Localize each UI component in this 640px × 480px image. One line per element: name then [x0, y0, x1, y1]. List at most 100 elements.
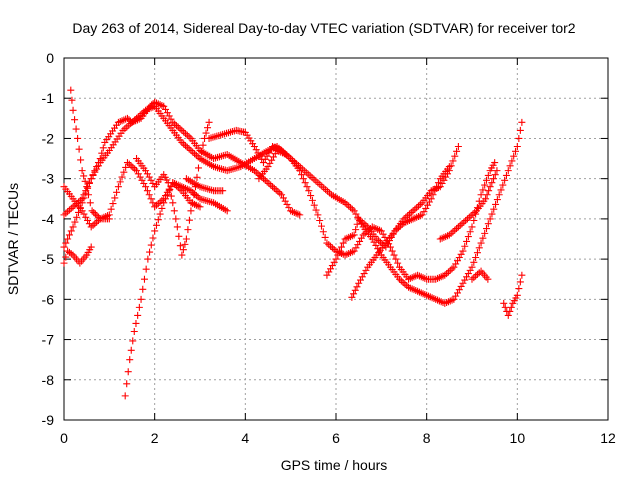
- data-point: [490, 205, 498, 213]
- data-point: [323, 239, 331, 247]
- data-point: [399, 278, 407, 286]
- data-point: [84, 184, 92, 192]
- data-point: [458, 220, 466, 228]
- data-point: [194, 164, 202, 172]
- data-point: [405, 210, 413, 218]
- data-point: [415, 202, 423, 210]
- data-point: [263, 178, 271, 186]
- data-point: [362, 266, 370, 274]
- data-point: [305, 187, 313, 195]
- data-point: [60, 259, 68, 267]
- data-point: [65, 206, 73, 214]
- data-point: [513, 142, 521, 150]
- data-point: [259, 159, 267, 167]
- data-point: [495, 191, 503, 199]
- data-point: [136, 173, 144, 181]
- data-point: [501, 303, 509, 311]
- data-point: [409, 207, 417, 215]
- data-point: [413, 204, 421, 212]
- data-point: [506, 307, 514, 315]
- data-point: [166, 185, 174, 193]
- data-point: [126, 356, 134, 364]
- data-point: [490, 175, 498, 183]
- data-point: [147, 195, 155, 203]
- data-point: [481, 229, 489, 237]
- data-point: [93, 212, 101, 220]
- data-point: [87, 223, 95, 231]
- data-point: [455, 286, 463, 294]
- data-point: [431, 187, 439, 195]
- data-point: [452, 260, 460, 268]
- data-point: [328, 262, 336, 270]
- data-point: [328, 244, 336, 252]
- data-point: [282, 151, 290, 159]
- data-point: [276, 189, 284, 197]
- data-point: [187, 207, 195, 215]
- data-point: [479, 234, 487, 242]
- data-point: [120, 168, 128, 176]
- data-point: [464, 270, 472, 278]
- data-point: [301, 179, 309, 187]
- data-point: [484, 275, 492, 283]
- data-point: [158, 204, 166, 212]
- x-tick-labels: 0 2 4 6 8 10 12: [60, 430, 616, 446]
- data-point: [90, 208, 98, 216]
- data-point: [130, 328, 138, 336]
- data-point: [181, 130, 189, 138]
- data-point: [154, 200, 162, 208]
- data-point: [261, 176, 269, 184]
- data-point: [99, 144, 107, 152]
- data-point: [180, 128, 188, 136]
- data-point: [75, 208, 83, 216]
- series-arc7: [133, 118, 213, 259]
- data-point: [109, 200, 117, 208]
- data-point: [171, 120, 179, 128]
- data-point: [394, 259, 402, 267]
- data-point: [223, 207, 231, 215]
- data-point: [457, 282, 465, 290]
- data-point: [98, 149, 106, 157]
- data-point: [124, 368, 132, 376]
- data-point: [142, 183, 150, 191]
- data-point: [449, 157, 457, 165]
- data-point: [477, 191, 485, 199]
- data-point: [468, 223, 476, 231]
- y-tick-label: -6: [42, 291, 55, 307]
- data-point: [182, 235, 190, 243]
- data-point: [455, 254, 463, 262]
- data-point: [67, 86, 75, 94]
- data-point: [518, 271, 526, 279]
- data-point: [459, 279, 467, 287]
- data-point: [190, 191, 198, 199]
- data-point: [466, 228, 474, 236]
- series-arc10: [255, 147, 290, 183]
- data-point: [278, 191, 286, 199]
- data-point: [465, 213, 473, 221]
- data-point: [89, 171, 97, 179]
- data-point: [407, 208, 415, 216]
- data-point: [134, 311, 142, 319]
- data-point: [145, 191, 153, 199]
- series-arc5: [60, 98, 304, 251]
- data-point: [468, 263, 476, 271]
- data-point: [156, 210, 164, 218]
- data-point: [69, 203, 77, 211]
- data-point: [466, 266, 474, 274]
- data-point: [512, 147, 520, 155]
- data-point: [483, 176, 491, 184]
- data-point: [390, 251, 398, 259]
- data-point: [376, 238, 384, 246]
- data-point: [180, 140, 188, 148]
- data-point: [80, 210, 88, 218]
- data-point: [463, 237, 471, 245]
- data-point: [144, 255, 152, 263]
- data-point: [352, 244, 360, 252]
- data-point: [473, 249, 481, 257]
- data-point: [516, 278, 524, 286]
- data-point: [354, 241, 362, 249]
- data-point: [129, 163, 137, 171]
- data-point: [416, 200, 424, 208]
- data-point: [459, 247, 467, 255]
- data-point: [339, 239, 347, 247]
- data-point: [185, 133, 193, 141]
